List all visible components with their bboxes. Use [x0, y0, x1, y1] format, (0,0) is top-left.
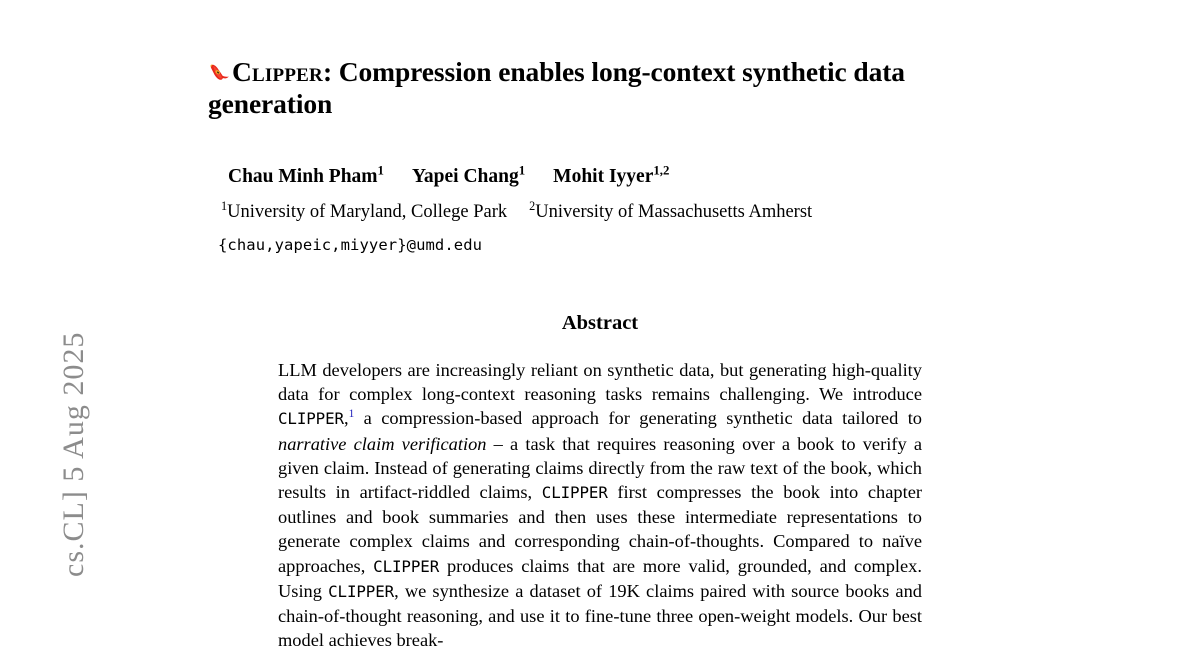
affiliations-row: 1University of Maryland, College Park 2Un…	[221, 198, 981, 223]
abstract-text-run: LLM developers are increasingly reliant …	[278, 360, 922, 405]
abstract-heading: Abstract	[561, 312, 639, 334]
author-2: Yapei Chang1	[411, 163, 526, 187]
abstract-body: LLM developers are increasingly reliant …	[278, 358, 922, 648]
affiliation-1: 1University of Maryland, College Park	[221, 198, 508, 222]
title-clipper-smallcaps: Clipper	[232, 56, 323, 87]
abstract-clipper-mono: CLIPPER	[373, 556, 440, 576]
abstract-text-run: first compresses the book into chapter o…	[278, 482, 922, 576]
clipper-emoji-icon	[208, 59, 231, 82]
title-rest: : Compression enables long-context synth…	[208, 56, 905, 119]
author-2-name: Yapei Chang	[411, 166, 519, 187]
affiliation-2: 2University of Massachusetts Amherst	[529, 198, 813, 222]
abstract-text-run: produces claims that are more valid, gro…	[278, 555, 922, 601]
abstract-clipper-mono: CLIPPER	[328, 581, 395, 601]
author-email[interactable]: {chau,yapeic,miyyer}@umd.edu	[218, 236, 483, 254]
abstract-text-run: – a task that requires reasoning over a …	[278, 433, 922, 503]
author-3-name: Mohit Iyyer	[553, 166, 654, 187]
affiliation-1-mark: 1	[221, 198, 228, 213]
author-1-name: Chau Minh Pham	[228, 166, 378, 187]
page-title: Clipper: Compression enables long-contex…	[208, 56, 998, 120]
author-3: Mohit Iyyer1,2	[553, 163, 670, 187]
abstract-clipper-mono: CLIPPER	[278, 409, 344, 429]
affiliation-1-name: University of Maryland, College Park	[227, 202, 508, 222]
abstract-clipper-mono: CLIPPER	[541, 483, 608, 503]
author-1: Chau Minh Pham1	[228, 163, 384, 187]
abstract-text-run: , we synthesize a dataset of 19K claims …	[278, 580, 922, 648]
abstract-text-run: a compression-based approach for generat…	[354, 408, 922, 429]
authors-row: Chau Minh Pham1 Yapei Chang1 Mohit Iyyer1,…	[228, 163, 988, 188]
title-block: Clipper: Compression enables long-contex…	[208, 56, 998, 120]
author-2-affil-mark: 1	[518, 163, 526, 178]
author-1-affil-mark: 1	[377, 163, 384, 178]
affiliation-2-mark: 2	[529, 198, 536, 213]
abstract-text-run: ,	[343, 408, 349, 429]
abstract-emphasis: narrative claim verification	[278, 433, 487, 454]
affiliation-2-name: University of Massachusetts Amherst	[535, 202, 813, 222]
author-3-affil-mark: 1,2	[653, 163, 670, 178]
footnote-marker[interactable]: 1	[348, 408, 355, 421]
